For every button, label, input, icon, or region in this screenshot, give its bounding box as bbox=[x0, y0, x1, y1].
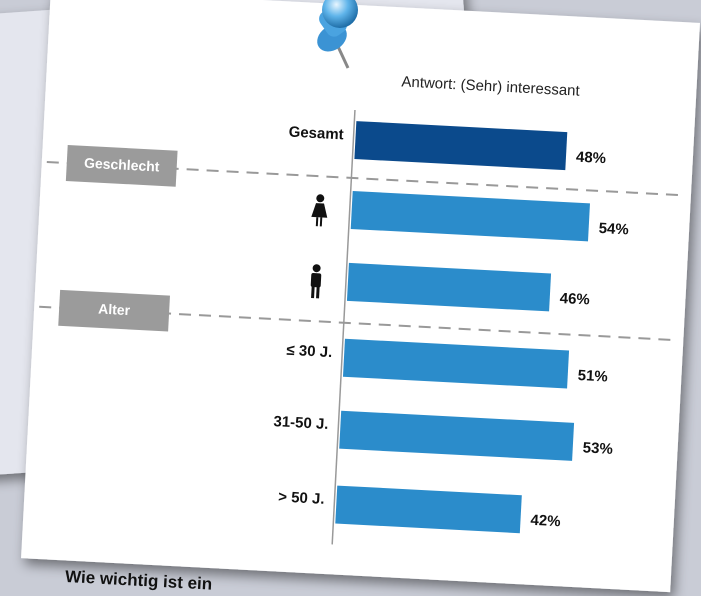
chart-card: Antwort: (Sehr) interessant Geschlecht A… bbox=[21, 0, 700, 594]
bar bbox=[346, 262, 552, 312]
group-label: Geschlecht bbox=[84, 155, 161, 175]
category-label: 31-50 J. bbox=[273, 413, 329, 433]
bar bbox=[339, 410, 575, 461]
value-label: 53% bbox=[582, 439, 613, 458]
group-box bbox=[65, 145, 178, 187]
caption: Wie wichtig ist ein bbox=[65, 567, 213, 594]
group-box bbox=[58, 289, 170, 332]
group-label: Alter bbox=[98, 301, 131, 319]
bar bbox=[354, 121, 568, 171]
pin bbox=[317, 0, 358, 69]
male-icon bbox=[310, 264, 322, 299]
category-label: ≤ 30 J. bbox=[286, 342, 333, 361]
axis-line bbox=[331, 109, 356, 545]
category-label: > 50 J. bbox=[278, 488, 325, 507]
value-label: 46% bbox=[559, 290, 590, 309]
bar bbox=[342, 338, 570, 389]
female-icon bbox=[311, 194, 328, 227]
bar bbox=[335, 485, 522, 534]
value-label: 51% bbox=[577, 367, 608, 386]
bar bbox=[350, 190, 590, 242]
value-label: 48% bbox=[576, 149, 607, 168]
value-label: 42% bbox=[530, 512, 561, 531]
value-label: 54% bbox=[598, 220, 629, 239]
category-label: Gesamt bbox=[288, 124, 344, 144]
